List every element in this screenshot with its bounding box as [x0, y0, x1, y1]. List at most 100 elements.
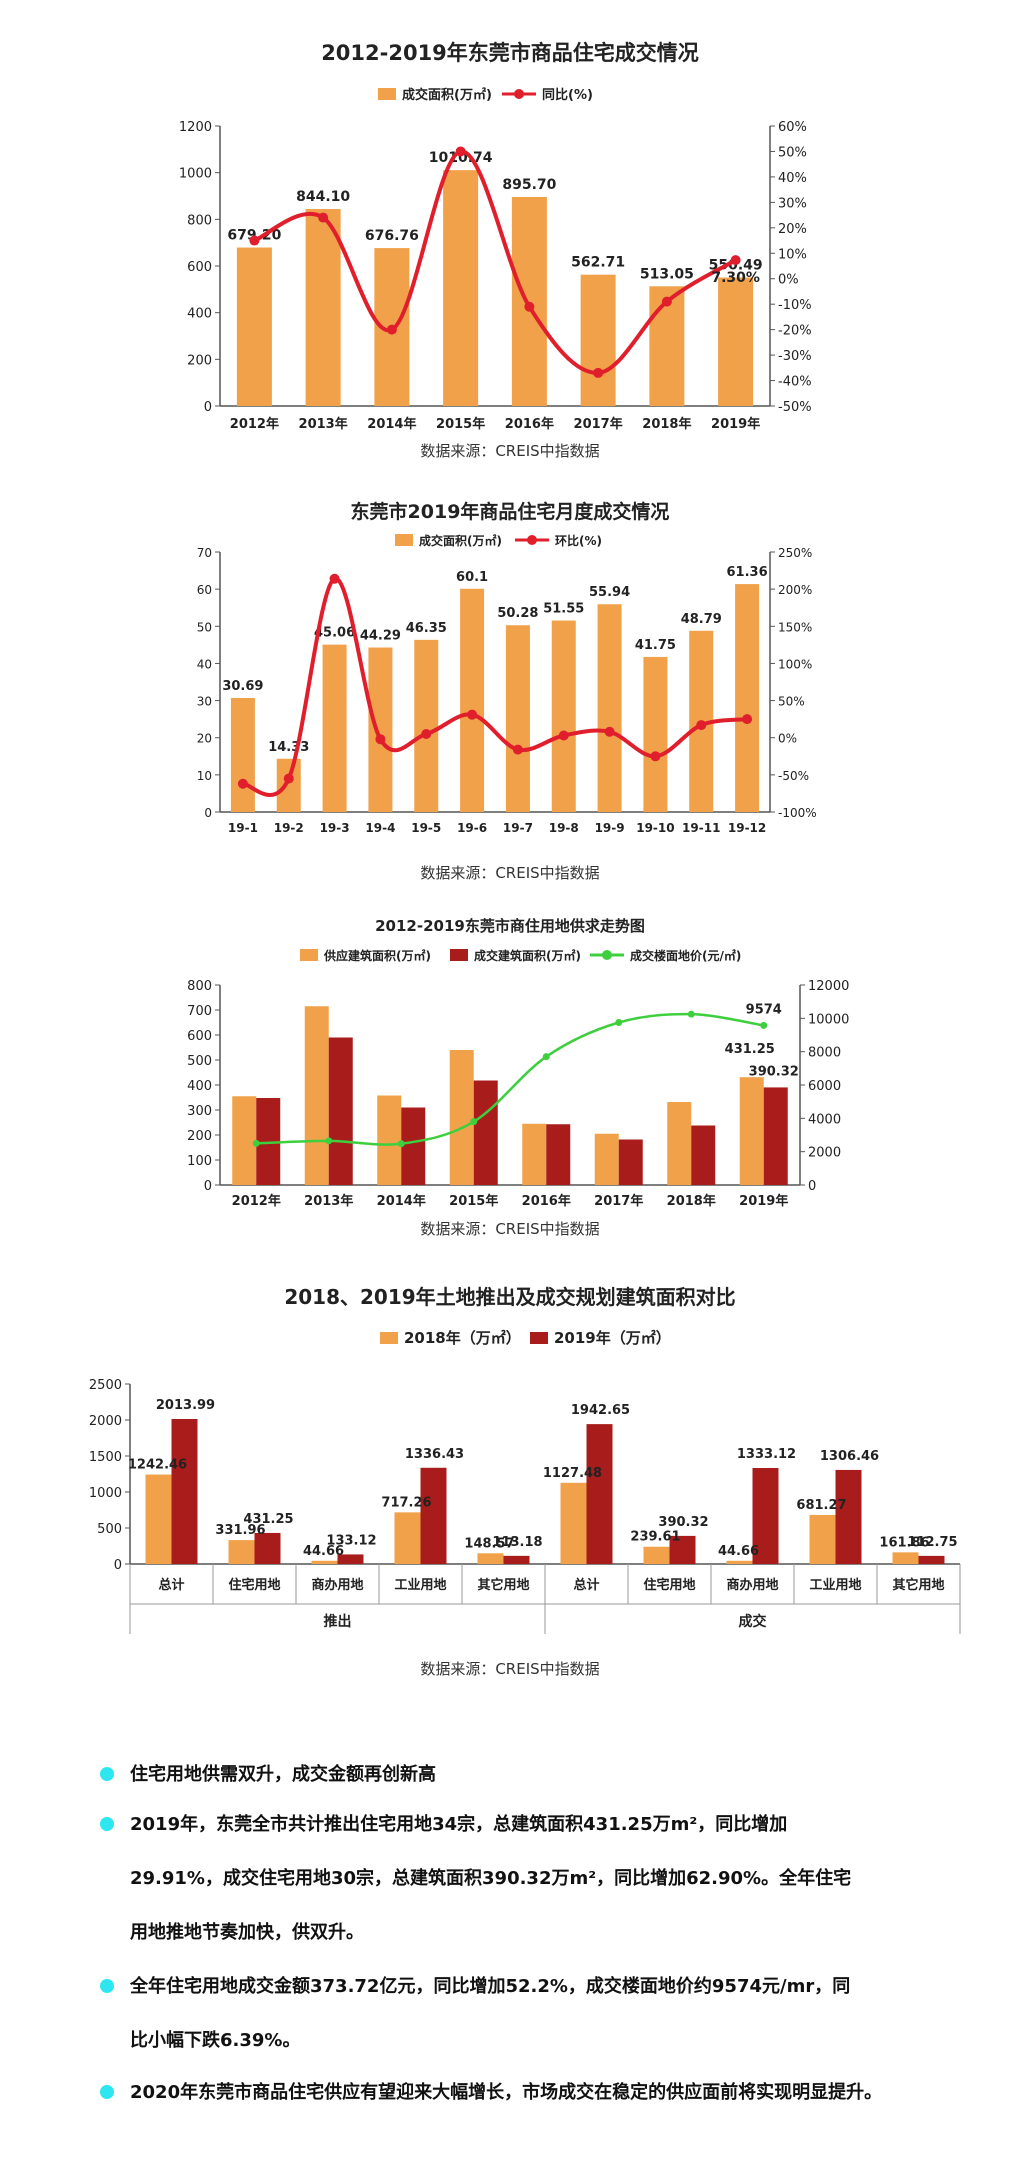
group-label: 推出 — [324, 1613, 352, 1630]
x-tick-label: 2019年 — [739, 1193, 788, 1209]
legend-label: 成交面积(万㎡) — [419, 533, 502, 548]
x-tick-label: 2015年 — [436, 416, 485, 432]
x-tick-label: 19-8 — [549, 821, 579, 835]
bar-value-label: 55.94 — [589, 585, 630, 600]
land-price-point — [615, 1019, 623, 1026]
mom-point — [512, 744, 523, 755]
x-tick-label: 19-6 — [457, 821, 487, 835]
chart-title: 东莞市2019年商品住宅月度成交情况 — [351, 500, 670, 523]
legend-label: 2018年（万㎡） — [404, 1329, 521, 1347]
bar-2019 — [586, 1424, 613, 1564]
y-tick-label: 600 — [187, 260, 212, 275]
deal-bar — [618, 1139, 643, 1185]
bar-value-label: 46.35 — [406, 621, 447, 636]
bar-value-label: 45.06 — [314, 626, 355, 641]
y-tick-label: 1500 — [89, 1450, 122, 1465]
bar-2019-label: 390.32 — [658, 1515, 708, 1530]
y2-tick-label: 0% — [778, 732, 797, 746]
yoy-point — [386, 324, 397, 335]
bar-2019 — [752, 1468, 779, 1564]
x-tick-label: 19-5 — [411, 821, 441, 835]
bullet-text-line: 2019年，东莞全市共计推出住宅用地34宗，总建筑面积431.25万m²，同比增… — [130, 1814, 788, 1835]
y-tick-label: 40 — [197, 657, 212, 671]
y-tick-label: 2000 — [89, 1414, 122, 1429]
x-tick-label: 2019年 — [711, 416, 760, 432]
bar-2019 — [337, 1554, 364, 1564]
bar-area — [414, 639, 439, 812]
mom-point — [696, 720, 707, 731]
y-tick-label: 10 — [197, 769, 212, 783]
bar-area — [597, 604, 622, 812]
yoy-line — [253, 149, 737, 375]
group-label: 成交 — [739, 1613, 767, 1630]
land-price-point — [542, 1053, 550, 1061]
land-price-point — [325, 1137, 333, 1145]
bar-area — [460, 588, 485, 812]
legend-label: 成交楼面地价(元/㎡) — [630, 948, 741, 963]
supply-bar — [232, 1096, 257, 1185]
y2-tick-label: 150% — [778, 620, 812, 634]
y2-tick-label: 60% — [778, 120, 807, 135]
y-tick-label: 70 — [197, 546, 212, 560]
y-tick-label: 800 — [187, 213, 212, 228]
legend-swatch — [380, 1332, 398, 1344]
bar-2018 — [394, 1512, 421, 1564]
bar-value-label: 61.36 — [727, 565, 768, 580]
y2-tick-label: 10% — [778, 247, 807, 262]
bar-area — [230, 698, 255, 812]
supply-value-label: 431.25 — [725, 1042, 775, 1057]
yoy-data-label: 7.30% — [711, 270, 760, 286]
x-tick-label: 19-1 — [228, 821, 258, 835]
y2-tick-label: 6000 — [808, 1079, 841, 1094]
y2-tick-label: 50% — [778, 145, 807, 160]
bar-2019 — [503, 1555, 530, 1564]
x-tick-label: 住宅用地 — [228, 1577, 280, 1593]
y-tick-label: 1000 — [179, 167, 212, 182]
bar-2019-label: 1336.43 — [405, 1447, 464, 1462]
yoy-point — [661, 296, 672, 307]
supply-bar — [667, 1102, 692, 1185]
chart-land-compare: 2018、2019年土地推出及成交规划建筑面积对比 2018年（万㎡） 2019年（… — [0, 1270, 1020, 1650]
bar-area — [551, 620, 576, 812]
x-tick-label: 2018年 — [667, 1193, 716, 1209]
bullet-dot-icon — [100, 1767, 114, 1781]
y-tick-label: 200 — [187, 353, 212, 368]
y2-tick-label: 30% — [778, 196, 807, 211]
x-tick-label: 2015年 — [449, 1193, 498, 1209]
y2-tick-label: 20% — [778, 222, 807, 237]
bar-2018 — [311, 1560, 338, 1564]
y2-tick-label: 8000 — [808, 1046, 841, 1061]
y2-tick-label: -20% — [778, 324, 812, 339]
legend-marker — [527, 535, 537, 545]
bar-area — [643, 656, 668, 812]
y2-tick-label: 200% — [778, 583, 812, 597]
bullet-text-line: 29.91%，成交住宅用地30宗，总建筑面积390.32万m²，同比增加62.9… — [130, 1868, 852, 1889]
bar-2019-label: 431.25 — [243, 1512, 293, 1527]
x-tick-label: 总计 — [573, 1577, 599, 1593]
y2-tick-label: -50% — [778, 769, 809, 783]
bar-area — [443, 170, 479, 406]
y-tick-label: 2500 — [89, 1378, 122, 1393]
land-price-point — [687, 1010, 695, 1018]
yoy-point — [730, 255, 741, 266]
bar-2019 — [918, 1555, 945, 1564]
deal-bar — [473, 1080, 498, 1185]
y-tick-label: 600 — [187, 1029, 212, 1044]
bar-2018-label: 717.26 — [381, 1495, 431, 1510]
y-tick-label: 400 — [187, 307, 212, 322]
yoy-point — [249, 235, 260, 246]
bar-2018 — [809, 1514, 836, 1564]
x-tick-label: 总计 — [158, 1577, 184, 1593]
chart-monthly-2019: 东莞市2019年商品住宅月度成交情况 成交面积(万㎡) 环比(%) 0 10 20 30 40… — [0, 480, 1020, 860]
bar-value-label: 14.33 — [268, 740, 309, 755]
bar-2019-label: 113.18 — [492, 1535, 542, 1550]
bar-2018-label: 161.86 — [879, 1535, 929, 1550]
mom-point — [742, 714, 753, 725]
x-tick-label: 19-2 — [274, 821, 304, 835]
bar-2019 — [669, 1535, 696, 1564]
bar-area — [505, 625, 530, 812]
bar-2019 — [420, 1467, 447, 1564]
y2-tick-label: 10000 — [808, 1012, 849, 1027]
x-tick-label: 2013年 — [304, 1193, 353, 1209]
